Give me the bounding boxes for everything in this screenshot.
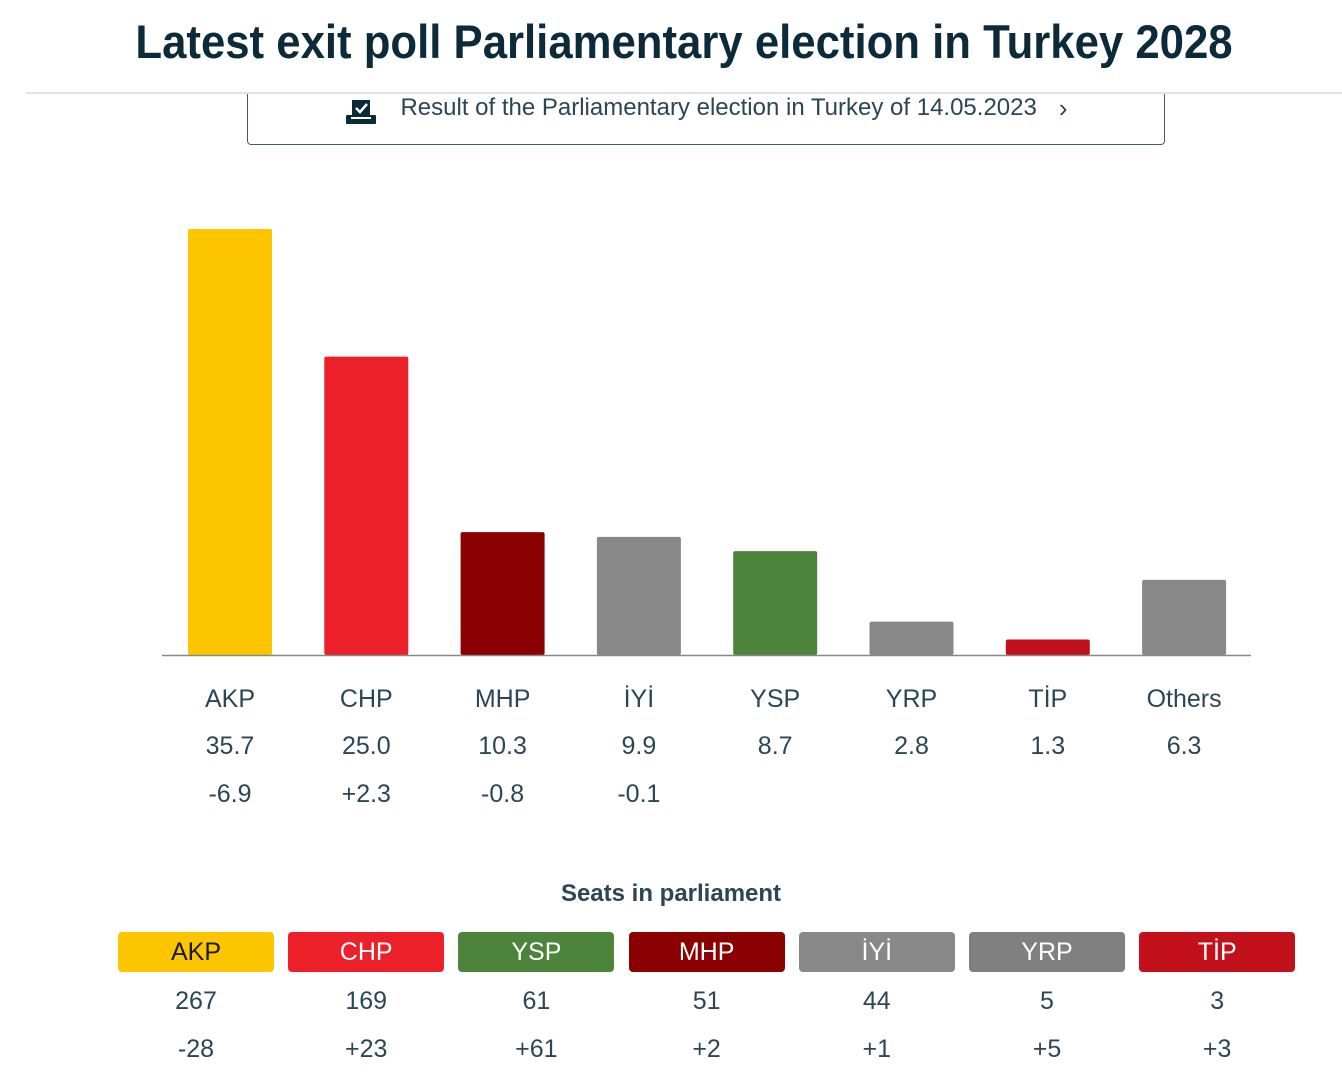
bar-value: 25.0 [341,732,391,760]
bar-label: MHP [474,685,531,713]
bar-2 [460,532,545,655]
bar-value: 6.3 [1166,732,1202,760]
seat-party-badge: YSP [458,932,615,972]
bar-label: İYİ [623,685,655,713]
bar-label: YRP [885,685,938,713]
seat-count: 169 [345,987,388,1015]
bar-1 [324,356,409,655]
seat-party-badge: AKP [118,932,274,972]
seat-count: 61 [522,987,551,1015]
bar-change: -0.1 [617,780,661,808]
seat-count: 267 [175,987,217,1015]
seat-change: +3 [1202,1035,1232,1063]
bar-5 [869,621,954,655]
bar-7 [1142,579,1227,655]
seat-party-badge: TİP [1139,932,1296,972]
seat-change: +1 [862,1035,892,1063]
bar-change: +2.3 [341,780,391,808]
bar-label: CHP [339,685,393,713]
page-title: Latest exit poll Parliamentary election … [135,15,1233,68]
bar-3 [596,536,681,655]
bar-label: YSP [750,685,801,713]
seat-change: -28 [177,1035,215,1063]
bar-value: 35.7 [205,732,255,760]
bar-value: 1.3 [1030,732,1066,760]
bar-value: 10.3 [478,732,527,760]
seat-count: 44 [862,987,891,1015]
seat-change: +2 [692,1035,721,1063]
seats-title: Seats in parliament [560,880,782,907]
chevron-right-icon: › [1058,93,1068,123]
bar-change: -6.9 [208,780,252,808]
seat-count: 3 [1210,987,1225,1015]
seat-count: 5 [1040,987,1054,1015]
seat-change: +23 [344,1035,388,1063]
bar-label: Others [1146,685,1222,713]
bar-label: TİP [1028,685,1068,713]
seat-party-badge: İYİ [798,932,955,972]
divider [26,92,1342,94]
bar-value: 8.7 [757,732,793,760]
bar-value: 9.9 [621,732,657,760]
bar-label: AKP [204,685,256,713]
seat-party-badge: MHP [628,932,785,972]
seat-count: 51 [692,987,721,1015]
ballot-box-icon [346,100,377,124]
bar-6 [1005,639,1090,655]
previous-result-link[interactable]: Result of the Parliamentary election in … [247,94,1165,145]
seat-change: +61 [515,1035,558,1063]
seat-change: +5 [1032,1035,1062,1063]
bar-change: -0.8 [481,780,525,808]
seat-party-badge: CHP [288,932,445,972]
bar-value: 2.8 [894,732,929,760]
previous-result-label: Result of the Parliamentary election in … [400,94,1037,121]
seat-party-badge: YRP [969,932,1125,972]
bar-4 [733,551,818,655]
bar-0 [188,229,272,655]
